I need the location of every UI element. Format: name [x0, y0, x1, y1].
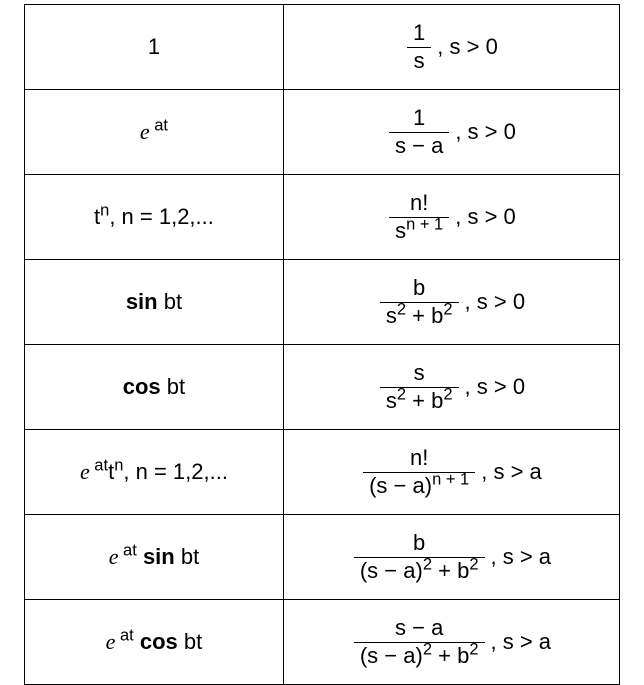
table-row: tn, n = 1,2,...n!sn + 1, s > 0 — [25, 175, 620, 260]
table-row: e at cos bts − a(s − a)2 + b2, s > a — [25, 600, 620, 685]
transform-cell: n!sn + 1, s > 0 — [283, 175, 619, 260]
table-row: e attn, n = 1,2,...n!(s − a)n + 1, s > a — [25, 430, 620, 515]
time-domain-cell: tn, n = 1,2,... — [25, 175, 284, 260]
time-domain-cell: 1 — [25, 5, 284, 90]
time-domain-cell: e attn, n = 1,2,... — [25, 430, 284, 515]
laplace-table: 11s, s > 0e at1s − a, s > 0tn, n = 1,2,.… — [24, 4, 620, 685]
transform-cell: 1s − a, s > 0 — [283, 90, 619, 175]
table-row: cos btss2 + b2, s > 0 — [25, 345, 620, 430]
table-row: e at sin btb(s − a)2 + b2, s > a — [25, 515, 620, 600]
time-domain-cell: cos bt — [25, 345, 284, 430]
table-wrapper: 11s, s > 0e at1s − a, s > 0tn, n = 1,2,.… — [0, 0, 644, 682]
table-row: e at1s − a, s > 0 — [25, 90, 620, 175]
transform-cell: ss2 + b2, s > 0 — [283, 345, 619, 430]
table-row: 11s, s > 0 — [25, 5, 620, 90]
table-row: sin btbs2 + b2, s > 0 — [25, 260, 620, 345]
time-domain-cell: e at — [25, 90, 284, 175]
time-domain-cell: e at cos bt — [25, 600, 284, 685]
transform-cell: bs2 + b2, s > 0 — [283, 260, 619, 345]
time-domain-cell: e at sin bt — [25, 515, 284, 600]
time-domain-cell: sin bt — [25, 260, 284, 345]
transform-cell: s − a(s − a)2 + b2, s > a — [283, 600, 619, 685]
transform-cell: 1s, s > 0 — [283, 5, 619, 90]
transform-cell: b(s − a)2 + b2, s > a — [283, 515, 619, 600]
transform-cell: n!(s − a)n + 1, s > a — [283, 430, 619, 515]
